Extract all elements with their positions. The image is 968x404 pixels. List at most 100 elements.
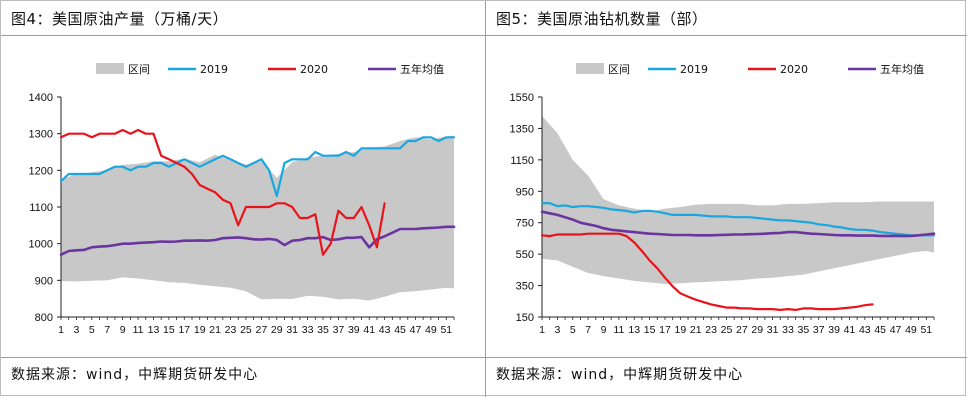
range-band (542, 115, 934, 285)
x-tick-label: 45 (394, 324, 406, 336)
x-tick-label: 23 (705, 324, 717, 336)
y-tick-label: 350 (516, 281, 534, 293)
y-tick-label: 1150 (510, 155, 534, 167)
x-tick-label: 37 (333, 324, 345, 336)
x-tick-label: 35 (317, 324, 329, 336)
x-tick-label: 9 (601, 324, 607, 336)
y-tick-label: 1200 (29, 165, 53, 177)
x-tick-label: 5 (570, 324, 576, 336)
y-tick-label: 1350 (510, 123, 534, 135)
y-tick-label: 750 (516, 218, 534, 230)
x-tick-label: 31 (767, 324, 779, 336)
y-tick-label: 1550 (510, 92, 534, 104)
y-tick-label: 1000 (29, 239, 53, 251)
x-tick-label: 51 (920, 324, 932, 336)
panel-crude-production: 图4：美国原油产量（万桶/天） 800 900 1000 1100 1200 1300 14… (1, 1, 485, 397)
x-tick-label: 43 (859, 324, 871, 336)
legend-label: 五年均值 (880, 62, 924, 76)
legend-item: 2020 (268, 63, 328, 76)
panel-rig-count: 图5：美国原油钻机数量（部） 150 350 550 750 950 1150 1350 15… (485, 1, 967, 397)
x-tick-label: 23 (225, 324, 237, 336)
x-tick-label: 41 (363, 324, 375, 336)
x-tick-label: 3 (554, 324, 560, 336)
series-line-avg (540, 210, 936, 238)
y-tick-label: 1100 (29, 202, 53, 214)
legend-label: 五年均值 (400, 62, 444, 76)
legend-label: 2020 (300, 63, 328, 76)
x-tick-label: 25 (721, 324, 733, 336)
x-tick-label: 11 (613, 324, 624, 336)
series-line-avg (59, 225, 456, 256)
x-tick-label: 29 (751, 324, 763, 336)
legend-item: 五年均值 (368, 62, 444, 76)
source-divider (1, 357, 485, 358)
legend-item: 2019 (168, 63, 228, 76)
x-tick-label: 37 (813, 324, 825, 336)
source-note: 数据来源：wind，中辉期货研发中心 (11, 367, 259, 383)
legend-label: 2019 (200, 63, 228, 76)
y-tick-label: 1400 (29, 92, 53, 104)
x-tick-label: 25 (240, 324, 252, 336)
series-line-2020 (540, 232, 874, 311)
legend-label: 2020 (780, 63, 808, 76)
source-divider (486, 357, 967, 358)
source-note: 数据来源：wind，中辉期货研发中心 (496, 367, 744, 383)
x-tick-label: 7 (585, 324, 591, 336)
x-tick-label: 43 (379, 324, 391, 336)
legend-item: 五年均值 (848, 62, 924, 76)
x-tick-label: 15 (163, 324, 175, 336)
x-tick-label: 33 (782, 324, 794, 336)
legend-swatch (96, 63, 124, 74)
x-tick-label: 47 (410, 324, 422, 336)
x-tick-label: 49 (425, 324, 437, 336)
chart-title: 图4：美国原油产量（万桶/天） (11, 10, 229, 28)
x-tick-label: 5 (89, 324, 95, 336)
x-tick-label: 27 (736, 324, 748, 336)
x-tick-label: 1 (539, 324, 545, 336)
x-tick-label: 15 (644, 324, 656, 336)
title-divider (486, 35, 967, 36)
x-tick-label: 27 (256, 324, 268, 336)
legend-item: 2020 (748, 63, 808, 76)
x-tick-label: 39 (828, 324, 840, 336)
x-tick-label: 7 (104, 324, 110, 336)
legend-item: 区间 (576, 63, 630, 76)
x-tick-label: 39 (348, 324, 360, 336)
x-tick-label: 31 (286, 324, 298, 336)
x-tick-label: 17 (178, 324, 190, 336)
y-tick-label: 1300 (29, 129, 53, 141)
y-tick-label: 550 (516, 249, 534, 261)
x-tick-label: 13 (628, 324, 640, 336)
y-tick-label: 900 (35, 275, 53, 287)
series-line-2020 (59, 128, 386, 256)
x-tick-label: 41 (844, 324, 856, 336)
legend-item: 区间 (96, 63, 150, 76)
range-band (61, 135, 454, 301)
chart-title: 图5：美国原油钻机数量（部） (496, 10, 708, 28)
x-tick-label: 17 (659, 324, 671, 336)
x-tick-label: 33 (302, 324, 314, 336)
x-tick-label: 49 (905, 324, 917, 336)
x-tick-label: 3 (73, 324, 79, 336)
series-line-2019 (540, 202, 936, 237)
legend-label: 区间 (128, 63, 150, 76)
title-divider (1, 35, 485, 36)
x-tick-label: 47 (890, 324, 902, 336)
legend-label: 区间 (608, 63, 630, 76)
legend-label: 2019 (680, 63, 708, 76)
x-tick-label: 51 (440, 324, 452, 336)
x-tick-label: 35 (797, 324, 809, 336)
y-tick-label: 150 (516, 312, 534, 324)
x-tick-label: 1 (58, 324, 64, 336)
x-tick-label: 11 (133, 324, 144, 336)
x-tick-label: 19 (194, 324, 206, 336)
x-tick-label: 13 (148, 324, 160, 336)
series-line-2019 (59, 136, 456, 198)
x-tick-label: 19 (675, 324, 687, 336)
legend-swatch (576, 63, 604, 74)
x-tick-label: 21 (209, 324, 221, 336)
y-tick-label: 950 (516, 186, 534, 198)
